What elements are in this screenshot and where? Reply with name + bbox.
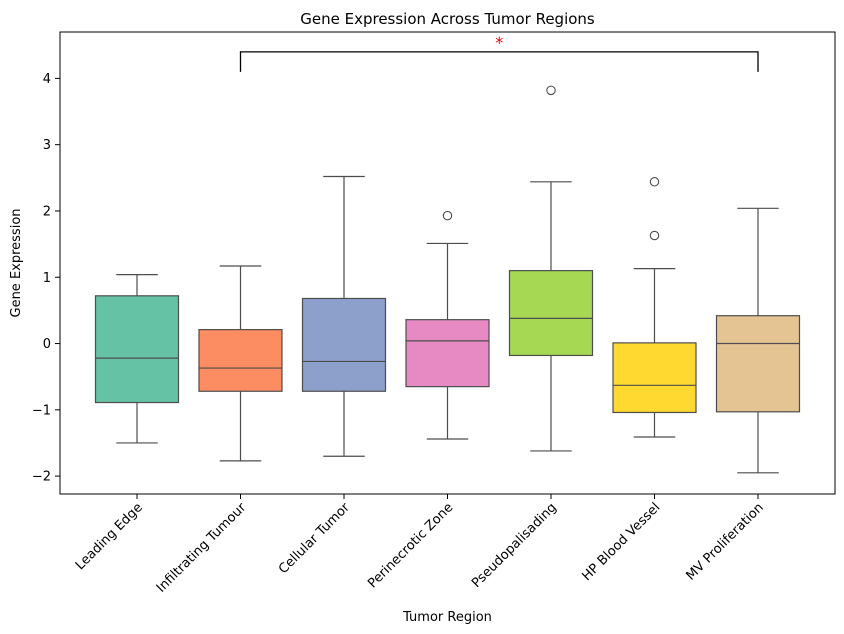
significance-marker: * <box>495 33 503 52</box>
box-group-7 <box>715 207 801 474</box>
iqr-box <box>301 297 387 392</box>
y-axis-label: Gene Expression <box>9 208 24 317</box>
iqr-box <box>198 329 283 392</box>
y-tick-label: 1 <box>43 271 51 286</box>
box-group-6 <box>612 177 697 438</box>
iqr-box <box>715 315 801 413</box>
iqr-box <box>405 319 490 388</box>
x-tick-label: Infiltrating Tumour <box>154 500 250 596</box>
y-tick-label: −2 <box>32 470 51 485</box>
outlier-point <box>546 85 556 96</box>
significance-bracket <box>239 51 759 72</box>
x-tick-label: HP Blood Vessel <box>579 500 663 584</box>
outlier-point <box>649 177 660 187</box>
box-group-3 <box>301 175 387 457</box>
outlier-point <box>442 210 453 221</box>
y-tick-label: 3 <box>43 138 51 153</box>
box-group-2 <box>198 265 283 462</box>
box-group-5 <box>508 85 594 452</box>
x-tick-label: MV Proliferation <box>683 500 766 583</box>
x-tick-label: Perinecrotic Zone <box>365 500 456 591</box>
x-tick-label: Cellular Tumor <box>276 500 353 577</box>
chart-title: Gene Expression Across Tumor Regions <box>300 10 595 28</box>
x-axis-label: Tumor Region <box>402 610 492 625</box>
y-tick-label: 0 <box>43 337 51 352</box>
iqr-box <box>508 270 594 357</box>
x-tick-label: Leading Edge <box>73 500 146 573</box>
plot-area <box>94 85 801 474</box>
y-tick-label: 2 <box>43 204 51 219</box>
x-tick-label: Pseudopalisading <box>469 500 560 591</box>
box-group-4 <box>405 210 490 440</box>
y-tick-label: −1 <box>32 403 51 418</box>
iqr-box <box>94 295 180 404</box>
y-tick-label: 4 <box>43 72 51 87</box>
iqr-box <box>612 342 697 414</box>
outlier-point <box>649 230 660 241</box>
box-group-1 <box>94 273 180 444</box>
significance-annotation: * <box>239 33 759 72</box>
